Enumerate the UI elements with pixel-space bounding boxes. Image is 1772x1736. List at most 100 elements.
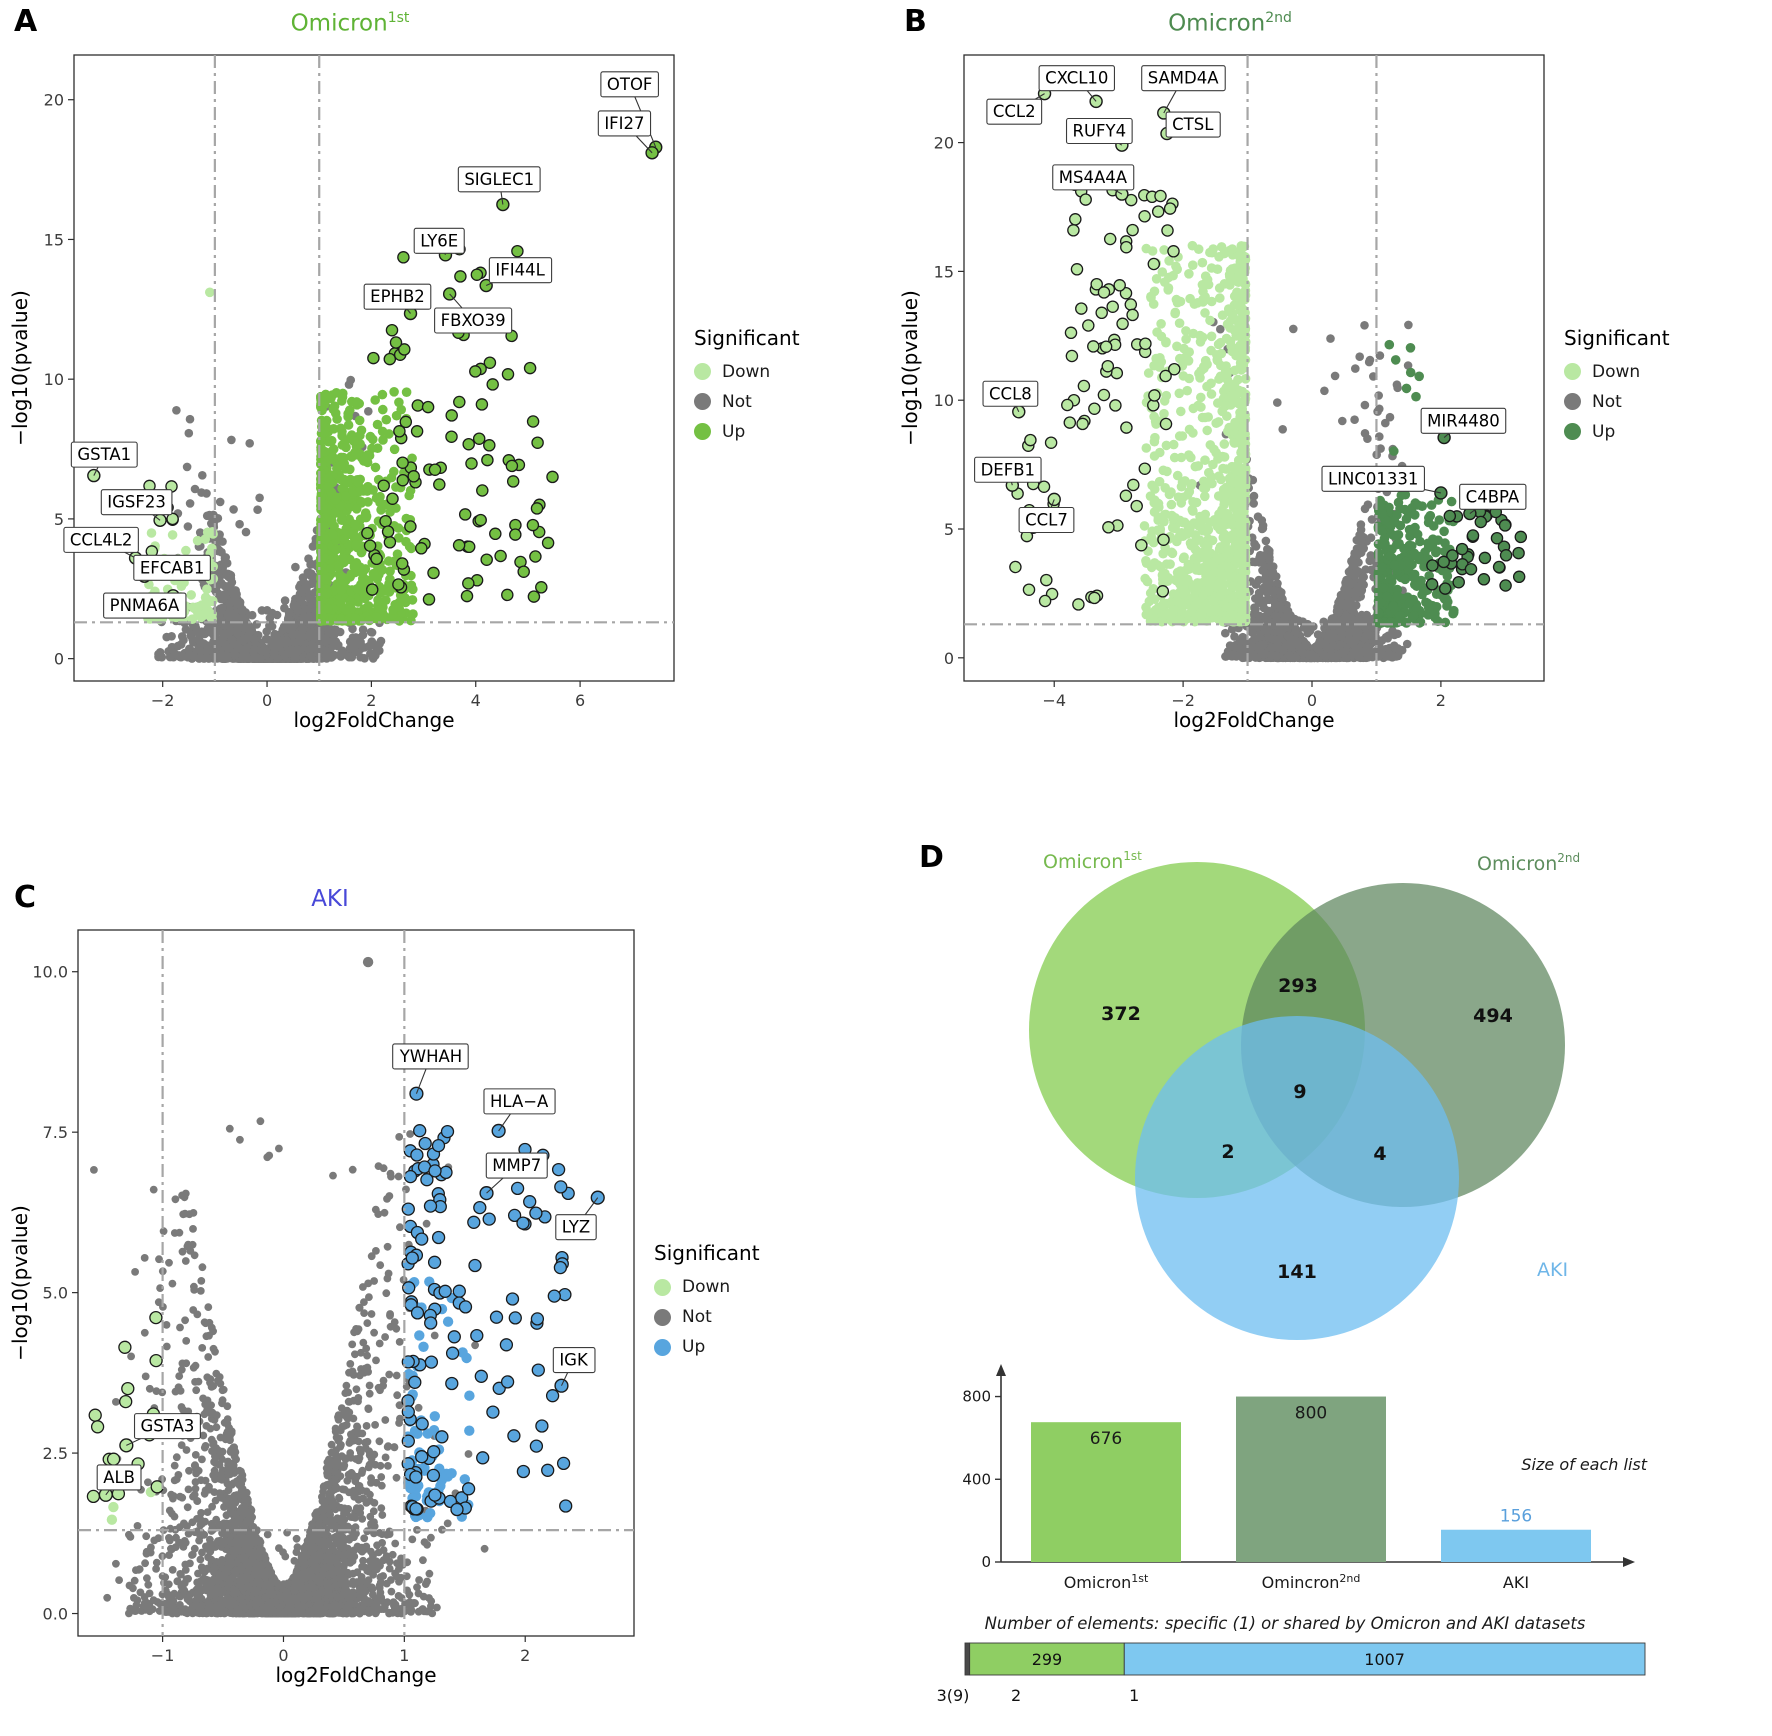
bar-category-label: AKI: [1503, 1573, 1529, 1592]
venn-label-omicron-1st: Omicron1st: [1043, 849, 1142, 873]
bar-0: [1031, 1422, 1181, 1562]
bar-category-label: Omincron2nd: [1262, 1572, 1361, 1592]
panel-a-plot-row: −2 0 2 4 6 0 5 10 15 20 log2FoldChange −log10(pvalu…: [10, 39, 844, 739]
svg-text:IFI44L: IFI44L: [495, 260, 545, 279]
svg-text:2: 2: [1436, 691, 1446, 710]
legend-a-item-up: Up: [694, 422, 844, 442]
stack-segment-2: [1123, 1642, 1646, 1676]
svg-text:20: 20: [934, 133, 954, 152]
venn-region-count: 141: [1277, 1261, 1317, 1283]
legend-b-label-down: Down: [1592, 361, 1641, 382]
legend-c-label-not: Not: [682, 1307, 712, 1327]
panel-letter-b: B: [904, 4, 927, 39]
svg-text:4: 4: [471, 691, 481, 710]
venn-region-count: 293: [1278, 975, 1318, 997]
svg-text:SIGLEC1: SIGLEC1: [464, 170, 534, 189]
panel-c-title: AKI: [10, 878, 650, 914]
svg-text:5: 5: [54, 510, 64, 529]
up-dot-icon: [654, 1338, 671, 1356]
legend-c-item-not: Not: [654, 1307, 804, 1327]
venn-region-count: 372: [1101, 1003, 1141, 1025]
legend-a-label-down: Down: [722, 361, 771, 382]
not-dot-icon: [1564, 393, 1581, 411]
venn-region-count: 494: [1473, 1005, 1513, 1027]
bar-value-label: 676: [1090, 1429, 1122, 1449]
venn-region-count: 2: [1221, 1141, 1234, 1163]
panel-b-plot-row: −4 −2 0 2 0 5 10 15 20 log2FoldChange −log10(pvalu…: [900, 39, 1714, 739]
shared-elements-stacked-bar: 3(9) 299 2 1007 1: [937, 1642, 1646, 1705]
gene-labels: OTOF IFI27 SIGLEC1 LY6E IFI44L EPHB2 FBXO39 GST…: [63, 70, 659, 619]
volcano-omicron-1st: −2 0 2 4 6 0 5 10 15 20 log2FoldChange −log10(pvalu…: [10, 54, 675, 732]
svg-text:10: 10: [934, 391, 954, 410]
svg-text:OTOF: OTOF: [607, 75, 653, 94]
svg-text:15: 15: [934, 262, 954, 281]
svg-text:20: 20: [44, 90, 64, 109]
venn-label-omicron-2nd: Omicron2nd: [1477, 851, 1580, 875]
stack-segment-1: [969, 1642, 1125, 1676]
panel-a: A Omicron1st −2 0 2 4 6 0 5 10 15 20 log2FoldChang…: [10, 2, 844, 739]
svg-text:IFI27: IFI27: [604, 114, 644, 133]
panel-a-title: Omicron1st: [10, 2, 690, 39]
bar-value-label: 800: [1295, 1404, 1327, 1424]
bar-annotation: Size of each list: [1521, 1455, 1647, 1474]
legend-b-title: Significant: [1564, 325, 1670, 350]
legend-b: Significant Down Not Up: [1564, 326, 1714, 452]
legend-a-title: Significant: [694, 325, 800, 350]
volcano-plot-aki: −1 0 1 20.02.55.07.510.0log2FoldChange−log1…: [10, 929, 635, 1687]
svg-text:0: 0: [1307, 691, 1317, 710]
legend-c: Significant Down Not Up: [654, 1241, 804, 1367]
svg-text:EFCAB1: EFCAB1: [140, 558, 205, 577]
svg-text:IGSF23: IGSF23: [107, 492, 166, 511]
venn-region-count: 4: [1373, 1143, 1386, 1165]
legend-c-label-down: Down: [682, 1277, 731, 1297]
legend-c-label-up: Up: [682, 1337, 706, 1357]
legend-c-title: Significant: [654, 1241, 760, 1265]
not-dot-icon: [654, 1308, 671, 1326]
svg-text:EPHB2: EPHB2: [370, 287, 425, 306]
list-size-bar-chart: 0400800676Omicron1st800Omincron2nd156AKI…: [962, 1364, 1648, 1592]
stack-segment-value: 1007: [1364, 1650, 1405, 1669]
legend-b-item-up: Up: [1564, 422, 1714, 442]
bar-2: [1441, 1529, 1591, 1562]
up-dot-icon: [694, 423, 711, 441]
stack-segment-0: [964, 1642, 971, 1676]
svg-text:−2: −2: [1171, 691, 1195, 710]
up-dot-icon: [1564, 423, 1581, 441]
panel-letter-a: A: [14, 4, 38, 39]
panel-a-title-sup: 1st: [387, 10, 410, 26]
svg-text:−4: −4: [1042, 691, 1066, 710]
not-dot-icon: [694, 393, 711, 411]
down-dot-icon: [654, 1278, 671, 1296]
svg-text:log2FoldChange: log2FoldChange: [1173, 708, 1334, 732]
panel-letter-d: D: [919, 840, 944, 875]
stack-segment-label: 1: [1129, 1686, 1139, 1705]
svg-text:−log10(pvalue): −log10(pvalue): [10, 290, 32, 446]
svg-text:0: 0: [54, 649, 64, 668]
svg-text:10: 10: [44, 370, 64, 389]
stack-segment-label: 3(9): [937, 1686, 970, 1705]
volcano-plot-omicron-1st: −2 0 2 4 6 0 5 10 15 20 log2FoldChange −log10(pvalu…: [10, 54, 675, 732]
svg-text:0: 0: [944, 648, 954, 667]
volcano-plot-omicron-2nd: −4 −2 0 205101520log2FoldChange−log10(pvalu…: [900, 54, 1545, 732]
bar-value-label: 156: [1500, 1507, 1532, 1527]
legend-c-item-down: Down: [654, 1277, 804, 1297]
down-dot-icon: [1564, 363, 1581, 381]
volcano-aki: −1 0 1 20.02.55.07.510.0log2FoldChange−log1…: [10, 929, 635, 1687]
svg-text:−log10(pvalue): −log10(pvalue): [900, 290, 922, 446]
panel-b-title-text: Omicron: [1168, 10, 1266, 37]
svg-text:5: 5: [944, 520, 954, 539]
svg-text:PNMA6A: PNMA6A: [110, 596, 180, 615]
points-base: [90, 956, 489, 1618]
svg-text:LY6E: LY6E: [420, 231, 458, 250]
panel-b-title: Omicron2nd: [900, 2, 1560, 39]
panel-c: C AKI −1 0 1 2 0.0 2.5 5.0 7.5 10.0 log2FoldChang…: [10, 878, 804, 1694]
legend-b-item-down: Down: [1564, 362, 1714, 382]
bar-1: [1236, 1396, 1386, 1562]
legend-a: Significant Down Not Up: [694, 326, 844, 452]
legend-a-item-not: Not: [694, 392, 844, 412]
panel-b: B Omicron2nd −4 −2 0 2 0 5 10 15 20 log2FoldChang…: [900, 2, 1714, 739]
svg-text:GSTA1: GSTA1: [77, 445, 131, 464]
legend-a-label-up: Up: [722, 421, 746, 442]
